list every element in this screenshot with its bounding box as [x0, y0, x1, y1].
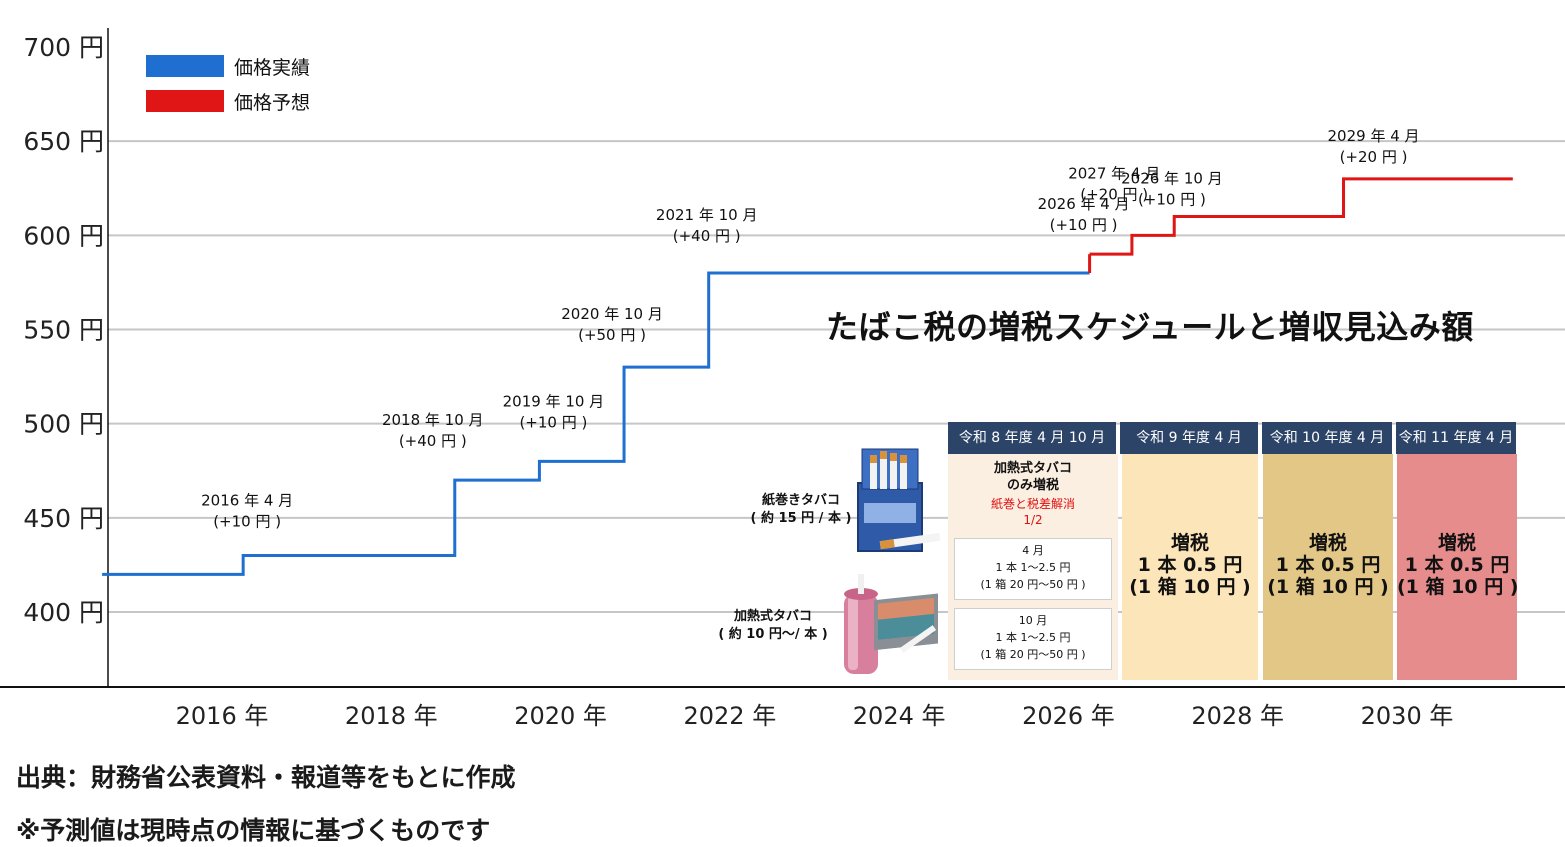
x-tick-label: 2028 年 [1191, 702, 1284, 730]
heated-label-name: 加熱式タバコ [733, 609, 812, 624]
heated-only-line1: 加熱式タバコ [993, 461, 1072, 476]
october-month: 10 月 [1018, 614, 1048, 627]
heated-tobacco-device-icon [838, 566, 944, 678]
schedule-header-r8: 令和 8 年度 4 月 10 月 [948, 422, 1116, 454]
step-date-label: 2020 年 10 月 [561, 305, 663, 323]
chart-title: たばこ税の増税スケジュールと増収見込み額 [826, 308, 1474, 346]
april-per-box: (1 箱 20 円〜50 円 ) [980, 578, 1086, 591]
october-per-stick: 1 本 1〜2.5 円 [995, 631, 1071, 644]
actual-price-line [102, 271, 1090, 576]
schedule-col-r9: 増税 1 本 0.5 円 (1 箱 10 円 ) [1122, 454, 1258, 680]
series-lines [102, 177, 1513, 576]
tax-per-stick: 1 本 0.5 円 [1137, 554, 1243, 576]
y-tick-label: 700 円 [23, 33, 104, 62]
heated-label-note: ( 約 10 円〜/ 本 ) [718, 627, 828, 642]
legend-label-actual: 価格実績 [234, 57, 310, 79]
tax-per-box: (1 箱 10 円 ) [1129, 576, 1251, 598]
step-delta-label: (+50 円 ) [578, 326, 646, 344]
step-delta-label: (+10 円 ) [1138, 190, 1206, 208]
step-delta-label: (+10 円 ) [519, 413, 587, 431]
step-delta-label: (+10 円 ) [213, 513, 281, 531]
tax-per-box: (1 箱 10 円 ) [1267, 576, 1389, 598]
step-delta-label: (+40 円 ) [399, 432, 467, 450]
schedule-col-r8: 加熱式タバコ のみ増税 紙巻と税差解消 1/2 4 月 1 本 1〜2.5 円 … [948, 454, 1118, 680]
forecast-disclaimer: ※予測値は現時点の情報に基づくものです [16, 816, 491, 845]
schedule-col-r11: 増税 1 本 0.5 円 (1 箱 10 円 ) [1397, 454, 1519, 680]
y-tick-label: 400 円 [23, 598, 104, 627]
step-date-label: 2029 年 4 月 [1328, 127, 1420, 145]
step-delta-label: (+20 円 ) [1340, 148, 1408, 166]
tax-per-box: (1 箱 10 円 ) [1397, 576, 1519, 598]
tax-label: 増税 [1437, 532, 1476, 554]
x-tick-label: 2020 年 [514, 702, 607, 730]
heated-only-label: 加熱式タバコ のみ増税 [948, 460, 1118, 494]
cigarette-pack-icon [852, 443, 944, 557]
schedule-header-r10: 令和 10 年度 4 月 [1262, 422, 1392, 454]
october-per-box: (1 箱 20 円〜50 円 ) [980, 648, 1086, 661]
x-tick-label: 2016 年 [176, 702, 269, 730]
heated-note-line1: 紙巻と税差解消 [990, 497, 1075, 511]
y-tick-label: 500 円 [23, 410, 104, 439]
step-date-label: 2021 年 10 月 [656, 206, 758, 224]
step-date-label: 2027 年 4 月 [1068, 165, 1160, 183]
x-axis-ticks: 2016 年 2018 年 2020 年 2022 年 2024 年 2026 年 2028… [176, 702, 1454, 730]
legend-swatch-forecast [146, 90, 224, 112]
y-tick-label: 600 円 [23, 221, 104, 250]
step-date-label: 2018 年 10 月 [382, 411, 484, 429]
step-date-label: 2016 年 4 月 [201, 492, 293, 510]
tax-label: 増税 [1170, 532, 1209, 554]
tax-label: 増税 [1308, 532, 1347, 554]
step-delta-label: (+40 円 ) [673, 227, 741, 245]
x-tick-label: 2024 年 [853, 702, 946, 730]
x-tick-label: 2018 年 [345, 702, 438, 730]
tax-per-stick: 1 本 0.5 円 [1404, 554, 1510, 576]
step-date-label: 2026 年 4 月 [1038, 195, 1130, 213]
step-date-label: 2026 年 10 月 [1121, 169, 1223, 187]
step-delta-label: (+10 円 ) [1050, 216, 1118, 234]
y-axis-ticks: 400 円 450 円 500 円 550 円 600 円 650 円 700 円 [23, 33, 104, 627]
step-date-label: 2019 年 10 月 [503, 392, 605, 410]
legend-label-forecast: 価格予想 [234, 92, 310, 114]
april-month: 4 月 [1022, 544, 1044, 557]
legend: 価格実績 価格予想 [146, 55, 310, 114]
cigarette-label-name: 紙巻きタバコ [761, 493, 840, 508]
heated-note-line2: 1/2 [1023, 513, 1043, 527]
step-annotations: 2016 年 4 月 (+10 円 ) 2018 年 10 月 (+40 円 ) 201… [201, 127, 1419, 531]
schedule-col-r10: 増税 1 本 0.5 円 (1 箱 10 円 ) [1263, 454, 1393, 680]
april-increase-box: 4 月 1 本 1〜2.5 円 (1 箱 20 円〜50 円 ) [954, 538, 1112, 600]
tax-per-stick: 1 本 0.5 円 [1275, 554, 1381, 576]
step-delta-label: (+20 円 ) [1080, 186, 1148, 204]
legend-swatch-actual [146, 55, 224, 77]
x-tick-label: 2030 年 [1361, 702, 1454, 730]
x-tick-label: 2026 年 [1022, 702, 1115, 730]
october-increase-box: 10 月 1 本 1〜2.5 円 (1 箱 20 円〜50 円 ) [954, 608, 1112, 670]
schedule-header-r9: 令和 9 年度 4 月 [1120, 422, 1258, 454]
y-tick-label: 450 円 [23, 504, 104, 533]
source-note: 出典：財務省公表資料・報道等をもとに作成 [16, 763, 516, 792]
y-tick-label: 550 円 [23, 316, 104, 345]
heated-note: 紙巻と税差解消 1/2 [948, 496, 1118, 528]
cigarette-label-note: ( 約 15 円 / 本 ) [750, 511, 852, 526]
forecast-price-line [1089, 177, 1513, 256]
heated-label: 加熱式タバコ ( 約 10 円〜/ 本 ) [712, 608, 834, 644]
schedule-header-r11: 令和 11 年度 4 月 [1396, 422, 1516, 454]
y-tick-label: 650 円 [23, 127, 104, 156]
cigarette-label: 紙巻きタバコ ( 約 15 円 / 本 ) [740, 492, 862, 528]
heated-only-line2: のみ増税 [1006, 478, 1059, 493]
x-tick-label: 2022 年 [683, 702, 776, 730]
april-per-stick: 1 本 1〜2.5 円 [995, 561, 1071, 574]
